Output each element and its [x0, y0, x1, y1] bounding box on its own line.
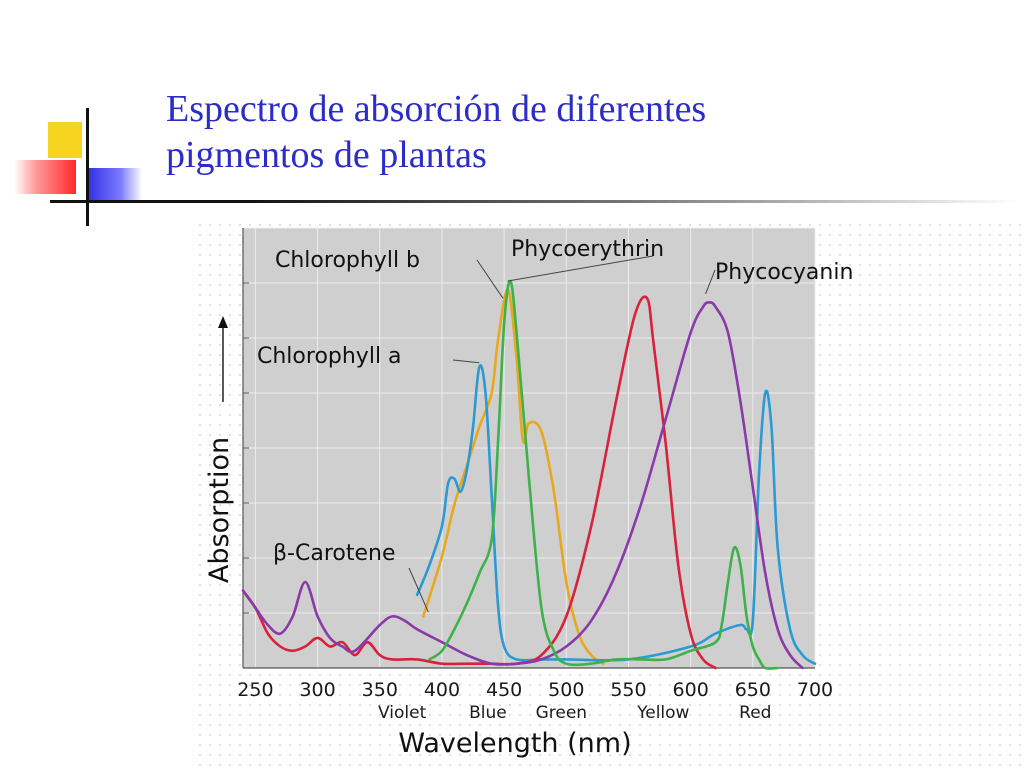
x-tick-label-650: 650 [735, 679, 771, 701]
leader-line-phycoerythrin [507, 255, 654, 282]
annotation-phycoerythrin: Phycoerythrin [511, 237, 664, 262]
x-tick-label-450: 450 [486, 679, 522, 701]
slide-title-line-2: pigmentos de plantas [166, 134, 487, 176]
series-line--carotene [428, 279, 779, 670]
slide-title-line-1: Espectro de absorción de diferentes [166, 88, 707, 130]
color-band-red: Red [739, 703, 771, 723]
series-line-phycoerythrin [241, 295, 717, 670]
leader-line-beta-carotene [408, 567, 429, 613]
color-band-violet: Violet [378, 703, 427, 723]
series-line-chlorophyll-b [422, 288, 605, 665]
annotation-phycocyanin: Phycocyanin [715, 260, 853, 285]
y-axis-arrow-head [218, 316, 228, 328]
annotation-chlorophyll-a: Chlorophyll a [257, 344, 402, 369]
slide-title: Espectro de absorción de diferentes pigm… [166, 86, 866, 178]
absorption-spectrum-chart: 250 300 350 400 450 500 550 600 650 700 Violet Blue… [195, 220, 1024, 768]
decorative-vertical-line [86, 108, 89, 226]
leader-line-phycocyanin [705, 269, 716, 295]
y-axis-title: Absorption [204, 437, 235, 583]
x-tick-label-700: 700 [797, 679, 833, 701]
color-band-yellow: Yellow [636, 703, 689, 723]
x-tick-label-550: 550 [610, 679, 646, 701]
chart-svg: 250 300 350 400 450 500 550 600 650 700 Violet Blue… [195, 220, 1024, 768]
x-tick-label-600: 600 [673, 679, 709, 701]
leader-line-chlorophyll-a [452, 359, 480, 364]
decorative-horizontal-line [50, 200, 1020, 203]
annotation--carotene: β-Carotene [273, 541, 395, 566]
x-axis-title: Wavelength (nm) [398, 728, 631, 759]
series-line-phycocyanin [241, 301, 804, 670]
x-tick-label-250: 250 [237, 679, 273, 701]
color-band-blue: Blue [469, 703, 507, 723]
x-tick-label-350: 350 [362, 679, 398, 701]
series-line-chlorophyll-a [415, 364, 817, 665]
x-tick-label-500: 500 [548, 679, 584, 701]
color-band-green: Green [536, 703, 587, 723]
decorative-red-square [14, 160, 76, 194]
decorative-blue-square [88, 168, 142, 200]
x-tick-label-300: 300 [299, 679, 335, 701]
x-tick-label-400: 400 [424, 679, 460, 701]
leader-line-chlorophyll-b [476, 259, 504, 299]
decorative-yellow-square [48, 122, 82, 158]
annotation-chlorophyll-b: Chlorophyll b [275, 248, 420, 273]
